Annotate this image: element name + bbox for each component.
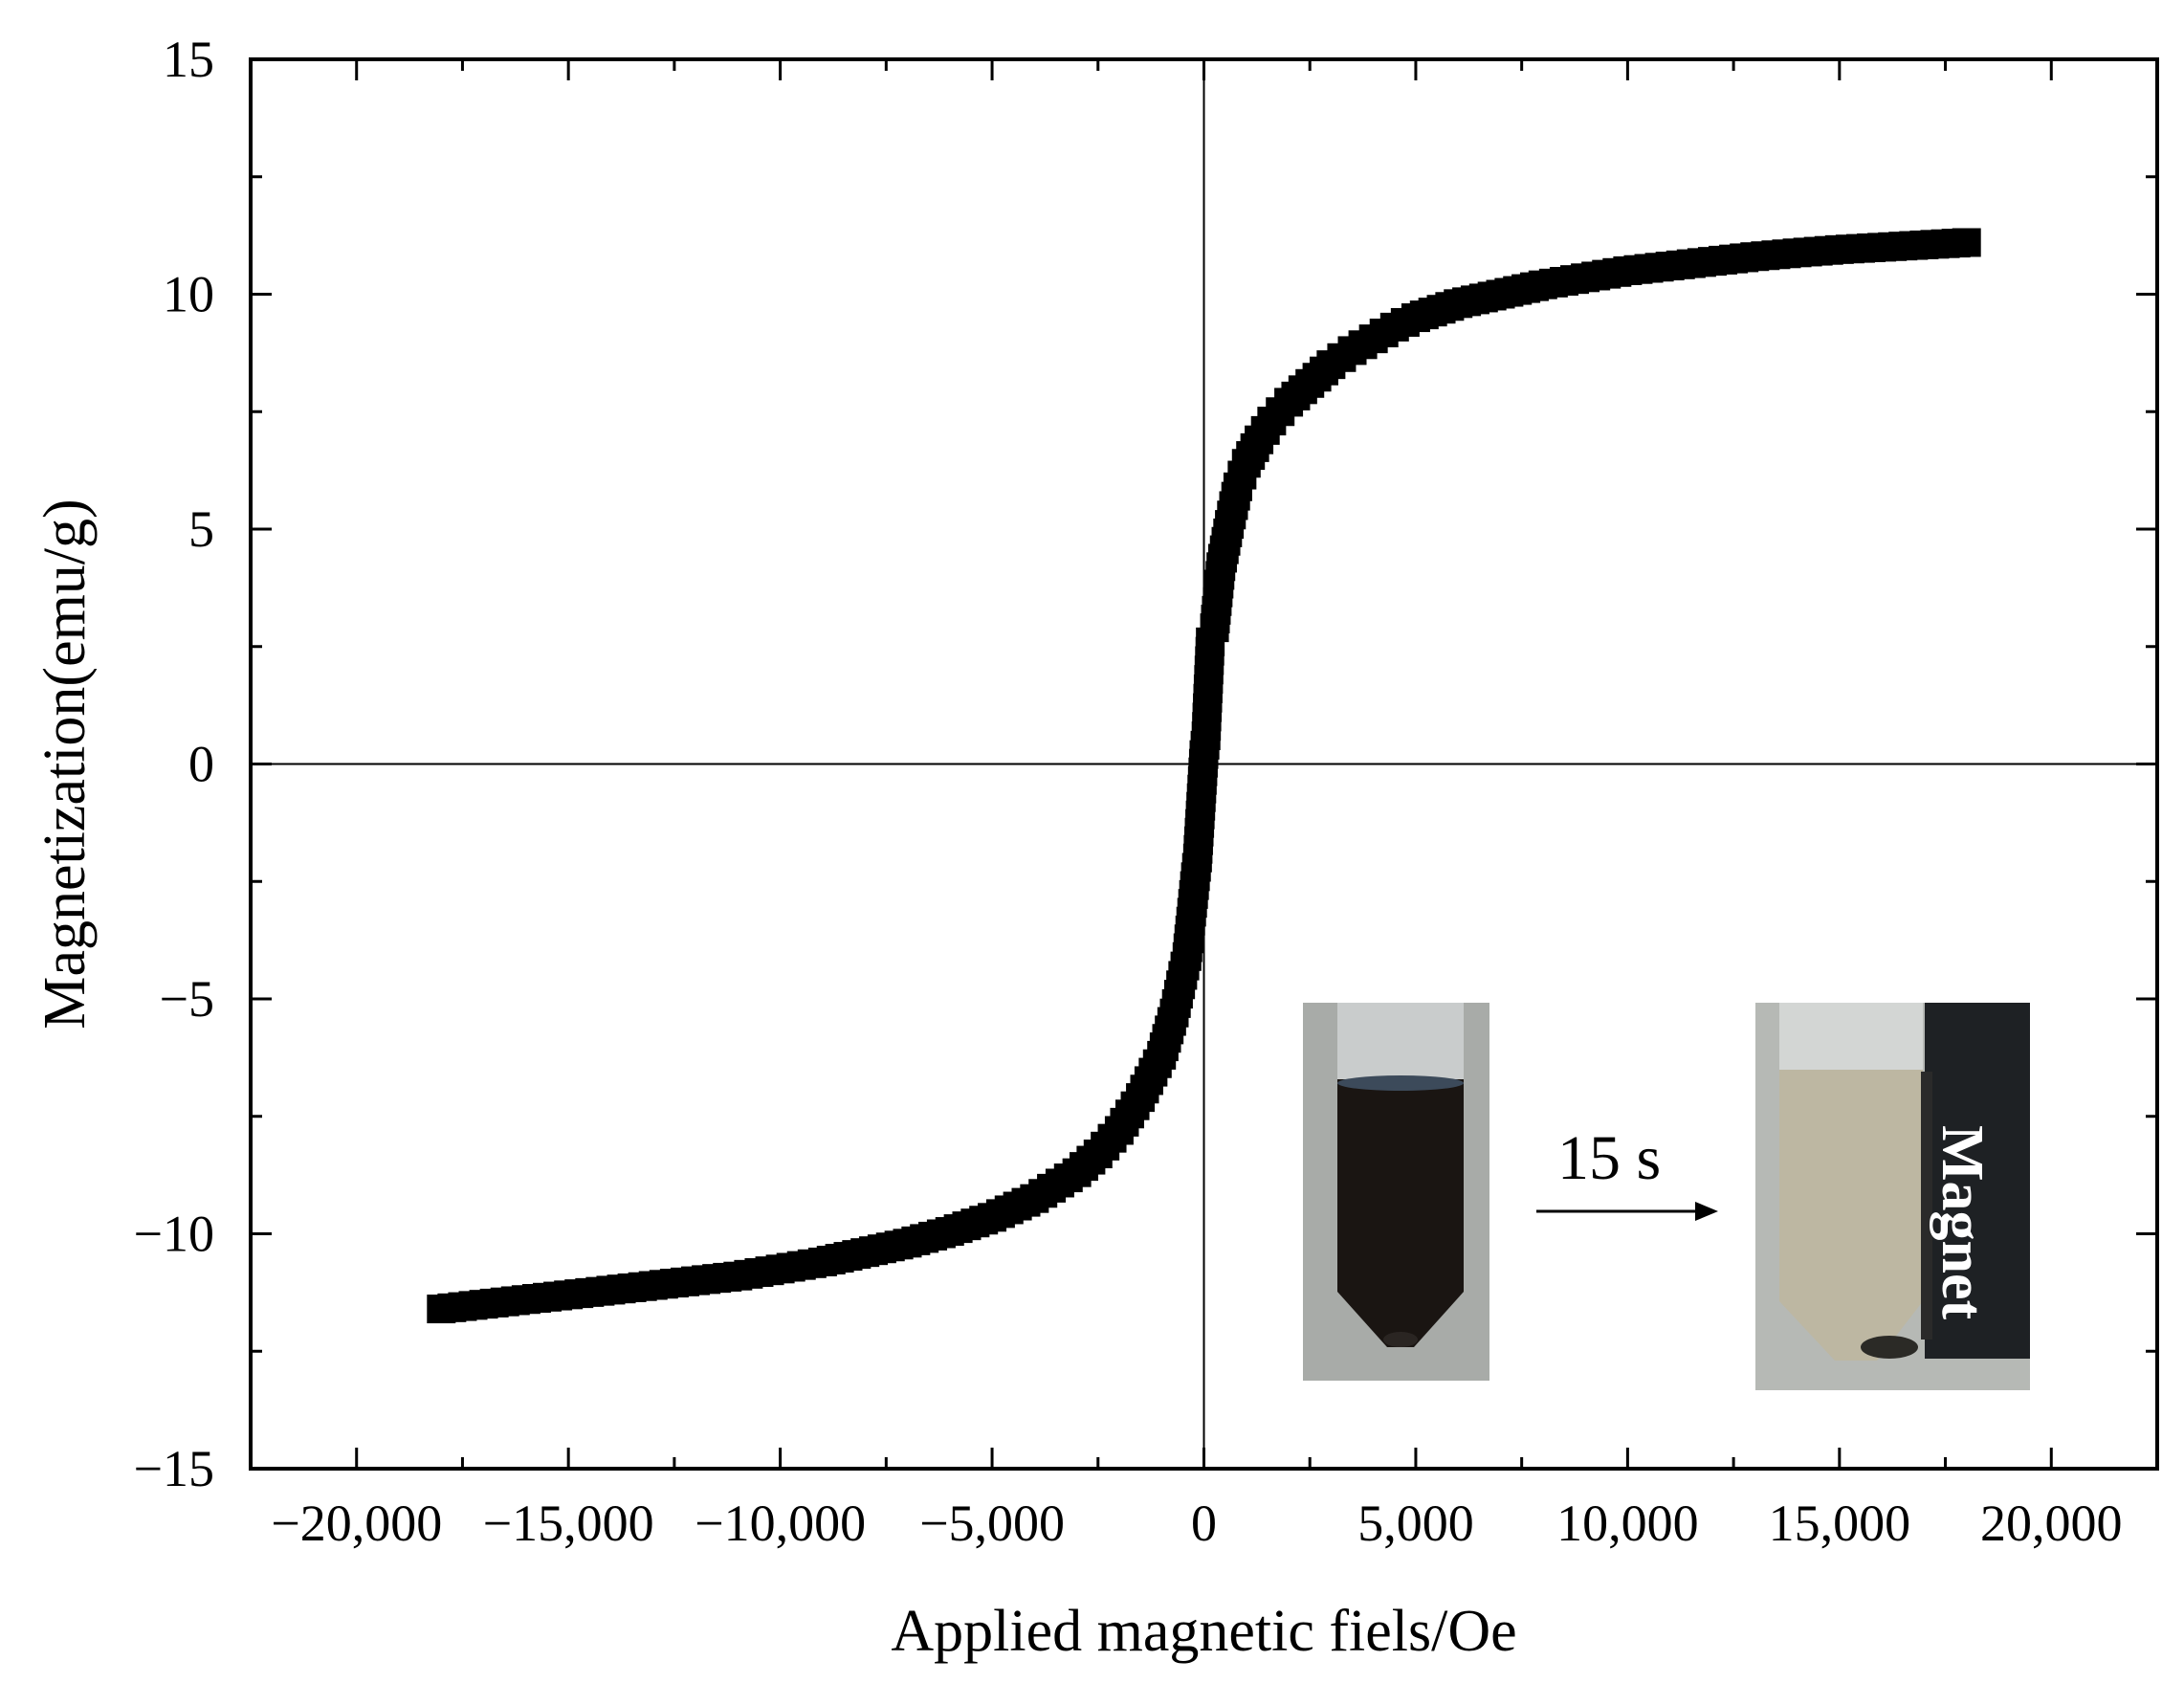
- inset-photo-before: [1303, 1003, 1489, 1381]
- x-tick-label: −5,000: [919, 1495, 1065, 1552]
- magnet-label: Magnet: [1930, 1125, 1995, 1320]
- x-tick-label: 10,000: [1556, 1495, 1699, 1552]
- y-tick-label: 15: [163, 31, 214, 88]
- x-tick-label: 5,000: [1357, 1495, 1474, 1552]
- axes: −20,000 −15,000 −10,000 −5,000 0 5,000 10,000 1…: [33, 31, 2159, 1664]
- x-tick-label: −20,000: [271, 1495, 442, 1552]
- inset-photo-after: Magnet: [1755, 1003, 2030, 1390]
- y-axis-title: Magnetization(emu/g): [33, 498, 98, 1029]
- data-points: [427, 228, 1981, 1324]
- data-point: [1952, 228, 1981, 257]
- y-tick-label: 10: [163, 266, 214, 323]
- y-tick-label: −15: [134, 1440, 214, 1497]
- inset-photos: 15 s Magnet: [1303, 1003, 2030, 1390]
- y-tick-label: −10: [134, 1206, 214, 1263]
- arrow: [1536, 1202, 1718, 1221]
- x-tick-label: 15,000: [1769, 1495, 1911, 1552]
- x-tick-label: −15,000: [483, 1495, 654, 1552]
- x-tick-label: 20,000: [1980, 1495, 2123, 1552]
- y-tick-label: 0: [188, 736, 214, 793]
- x-tick-label: −10,000: [695, 1495, 866, 1552]
- x-axis-title: Applied magnetic fiels/Oe: [891, 1599, 1516, 1664]
- inset-time-label: 15 s: [1557, 1123, 1661, 1193]
- x-tick-label: 0: [1191, 1495, 1217, 1552]
- y-tick-label: −5: [160, 970, 214, 1028]
- y-tick-label: 5: [188, 500, 214, 558]
